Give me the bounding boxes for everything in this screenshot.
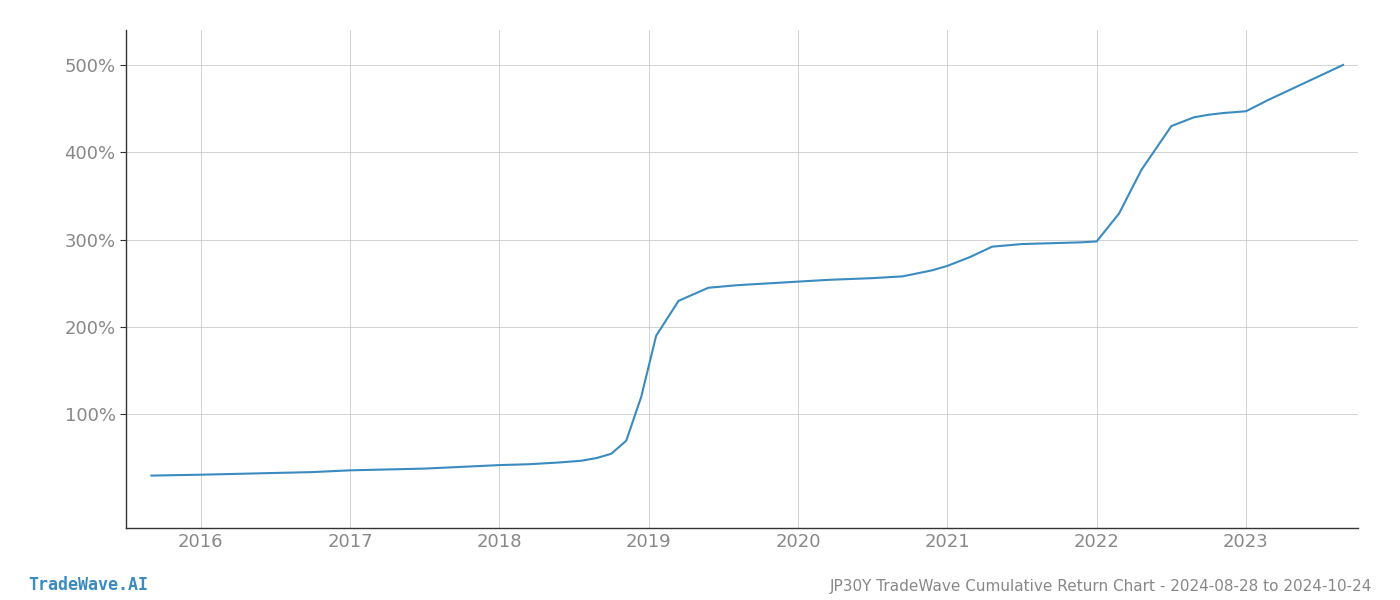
- Text: JP30Y TradeWave Cumulative Return Chart - 2024-08-28 to 2024-10-24: JP30Y TradeWave Cumulative Return Chart …: [830, 579, 1372, 594]
- Text: TradeWave.AI: TradeWave.AI: [28, 576, 148, 594]
